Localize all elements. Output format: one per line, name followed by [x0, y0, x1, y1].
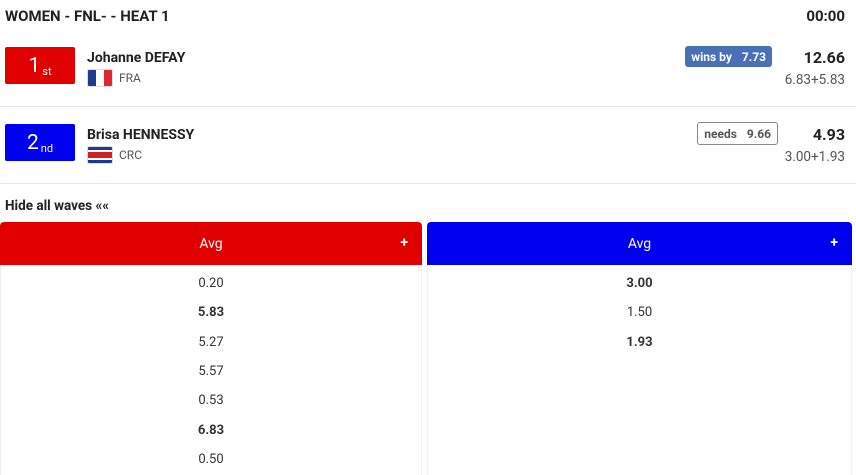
- column-title: Avg: [627, 235, 652, 252]
- athlete-name: Johanne DEFAY: [87, 50, 186, 66]
- column-header: Avg +: [0, 222, 422, 265]
- clock: 00:00: [806, 7, 845, 25]
- score-breakdown: 6.83+5.83: [784, 72, 845, 88]
- column-header: Avg +: [427, 222, 852, 265]
- country-code: CRC: [119, 148, 143, 162]
- wave-score: 6.83: [197, 422, 225, 438]
- wave-score: 0.53: [198, 393, 224, 409]
- flag: [87, 69, 113, 87]
- divider: [0, 106, 856, 107]
- score-breakdown: 3.00+1.93: [784, 149, 845, 165]
- status-pill: needs 9.66: [697, 122, 778, 145]
- place-number: 1: [28, 53, 41, 78]
- wave-score: 5.27: [198, 334, 224, 350]
- total-score: 12.66: [803, 48, 845, 67]
- place-number: 2: [26, 130, 39, 155]
- wave-score: 1.93: [626, 334, 653, 350]
- place-suffix: nd: [40, 142, 54, 155]
- wave-score: 0.50: [198, 451, 224, 467]
- column-body: 0.20 5.83 5.27 5.57 0.53 6.83 0.50: [0, 265, 422, 475]
- toggle-waves[interactable]: Hide all waves ««: [5, 198, 109, 214]
- expand-button[interactable]: +: [830, 235, 838, 251]
- divider: [0, 183, 856, 184]
- wave-score: 1.50: [626, 305, 653, 321]
- heat-title: WOMEN - FNL- - HEAT 1: [5, 7, 170, 25]
- status-value: 7.73: [741, 49, 766, 64]
- wave-score: 5.83: [197, 305, 225, 321]
- place-suffix: st: [42, 65, 52, 78]
- status-value: 9.66: [746, 126, 771, 141]
- athlete-name: Brisa HENNESSY: [87, 127, 195, 143]
- wave-score: 3.00: [626, 276, 653, 291]
- column-body: 3.00 1.50 1.93: [427, 265, 852, 475]
- column-title: Avg: [199, 235, 223, 252]
- wave-score: 5.57: [198, 363, 224, 379]
- wave-score: 0.20: [198, 276, 224, 291]
- status-label: needs: [704, 126, 737, 141]
- country-code: FRA: [119, 71, 141, 85]
- expand-button[interactable]: +: [400, 235, 408, 251]
- total-score: 4.93: [812, 125, 845, 144]
- flag: [87, 146, 113, 164]
- status-pill: wins by 7.73: [685, 46, 772, 67]
- status-label: wins by: [691, 49, 732, 64]
